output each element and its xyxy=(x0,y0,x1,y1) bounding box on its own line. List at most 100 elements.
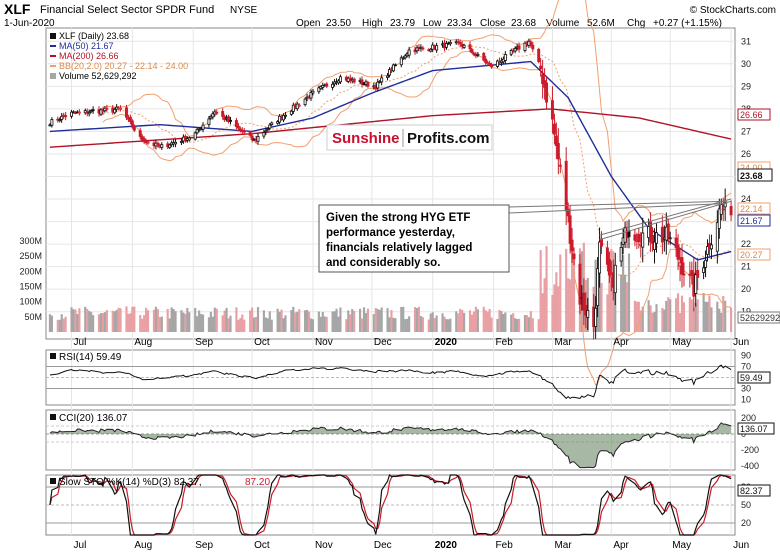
volume-bar xyxy=(251,307,254,332)
volume-bar xyxy=(525,315,529,332)
month-label: Aug xyxy=(134,337,152,348)
candle-body xyxy=(282,115,285,121)
candle-body xyxy=(268,124,272,129)
volume-bar xyxy=(622,254,625,332)
volume-bar xyxy=(333,311,336,332)
candle-body xyxy=(256,136,260,142)
candle-body xyxy=(668,237,672,240)
candle-body xyxy=(456,41,460,43)
volume-bar xyxy=(461,309,464,332)
ohlc-low: 23.34 xyxy=(447,18,472,29)
moving-averages xyxy=(49,60,732,261)
volume-bar xyxy=(729,307,733,332)
volume-bar xyxy=(145,307,148,332)
volume-tick-label: 100M xyxy=(19,297,42,307)
volume-bar xyxy=(514,318,517,332)
logo-box xyxy=(326,124,493,151)
volume-bar xyxy=(545,246,548,332)
trendline-0 xyxy=(599,200,732,241)
candle-body xyxy=(156,142,160,147)
month-label-bottom: Mar xyxy=(554,540,572,551)
candle-body xyxy=(472,52,476,56)
volume-bar xyxy=(156,309,159,332)
volume-bar xyxy=(378,309,381,332)
volume-bar xyxy=(394,318,397,332)
candle-body xyxy=(704,259,708,268)
candle-body xyxy=(297,104,301,107)
candle-body xyxy=(229,119,232,122)
volume-bar xyxy=(661,308,664,332)
panel-frame-2 xyxy=(45,409,736,471)
candle-body xyxy=(721,208,725,211)
candle-body xyxy=(666,223,670,240)
volume-bar xyxy=(431,312,434,332)
month-label-bottom: May xyxy=(672,540,691,551)
volume-bar xyxy=(351,309,354,332)
price-tick-label: 29 xyxy=(741,81,751,91)
volume-bar xyxy=(321,311,324,332)
candle-body xyxy=(393,64,397,67)
volume-bar xyxy=(111,310,114,332)
candle-body xyxy=(238,128,242,131)
candle-body xyxy=(458,42,462,45)
candle-body xyxy=(484,58,488,63)
candle-body xyxy=(613,264,617,294)
volume-bar xyxy=(529,311,532,332)
volume-bar xyxy=(516,318,519,332)
candle-body xyxy=(694,274,698,294)
volume-bar xyxy=(470,314,474,332)
volume-bar xyxy=(201,314,205,332)
candle-body xyxy=(403,55,407,59)
logo-part-1: Sunshine xyxy=(332,130,400,147)
volume-bar xyxy=(309,318,313,332)
candle-body xyxy=(554,135,558,147)
volume-bar xyxy=(498,309,501,332)
volume-bar xyxy=(641,306,644,332)
candle-body xyxy=(91,109,95,112)
volume-bar xyxy=(627,253,631,332)
volume-bar xyxy=(710,307,713,332)
candle-body xyxy=(284,114,287,117)
volume-bar xyxy=(101,313,105,332)
volume-bar xyxy=(143,315,146,332)
candle-body xyxy=(421,47,425,50)
volume-bar xyxy=(669,299,672,332)
candle-body xyxy=(470,49,474,53)
volume-bar xyxy=(722,295,725,332)
candle-body xyxy=(702,267,706,273)
ohlc-open: 23.50 xyxy=(326,18,351,29)
volume-bar xyxy=(105,310,108,332)
volume-bar xyxy=(482,306,485,332)
sto-swatch xyxy=(50,478,56,484)
volume-value: 52.6M xyxy=(587,18,615,29)
volume-bar xyxy=(115,309,118,332)
candle-body xyxy=(649,221,653,243)
volume-bar xyxy=(663,309,666,332)
volume-bar xyxy=(184,313,187,332)
volume-bar xyxy=(443,316,446,332)
badge-ma50-bg xyxy=(737,214,771,227)
volume-bar xyxy=(353,310,356,332)
rsi-tick-label: 90 xyxy=(741,351,751,361)
month-label-bottom: 2020 xyxy=(435,540,458,551)
candle-body xyxy=(160,144,164,148)
badge-ma200-bg xyxy=(737,108,771,121)
candle-body xyxy=(558,164,562,167)
legend-xlf: XLF (Daily) 23.68 xyxy=(59,31,129,41)
volume-bar xyxy=(360,318,364,332)
volume-bar xyxy=(720,312,723,332)
volume-bar xyxy=(716,301,719,332)
candle-body xyxy=(552,123,556,135)
volume-bar xyxy=(512,313,515,332)
cci-tick-label: -400 xyxy=(741,461,759,471)
badge-bb-lower-bg xyxy=(737,248,771,261)
rsi-header: RSI(14) 59.49 59.49 xyxy=(50,352,771,384)
candle-body xyxy=(142,138,146,143)
volume-bar xyxy=(488,308,491,332)
volume-bar xyxy=(517,318,521,332)
candle-body xyxy=(266,128,270,131)
volume-bar xyxy=(276,308,279,332)
candle-body xyxy=(578,263,582,305)
candle-body xyxy=(682,273,686,276)
candle-body xyxy=(270,122,274,125)
